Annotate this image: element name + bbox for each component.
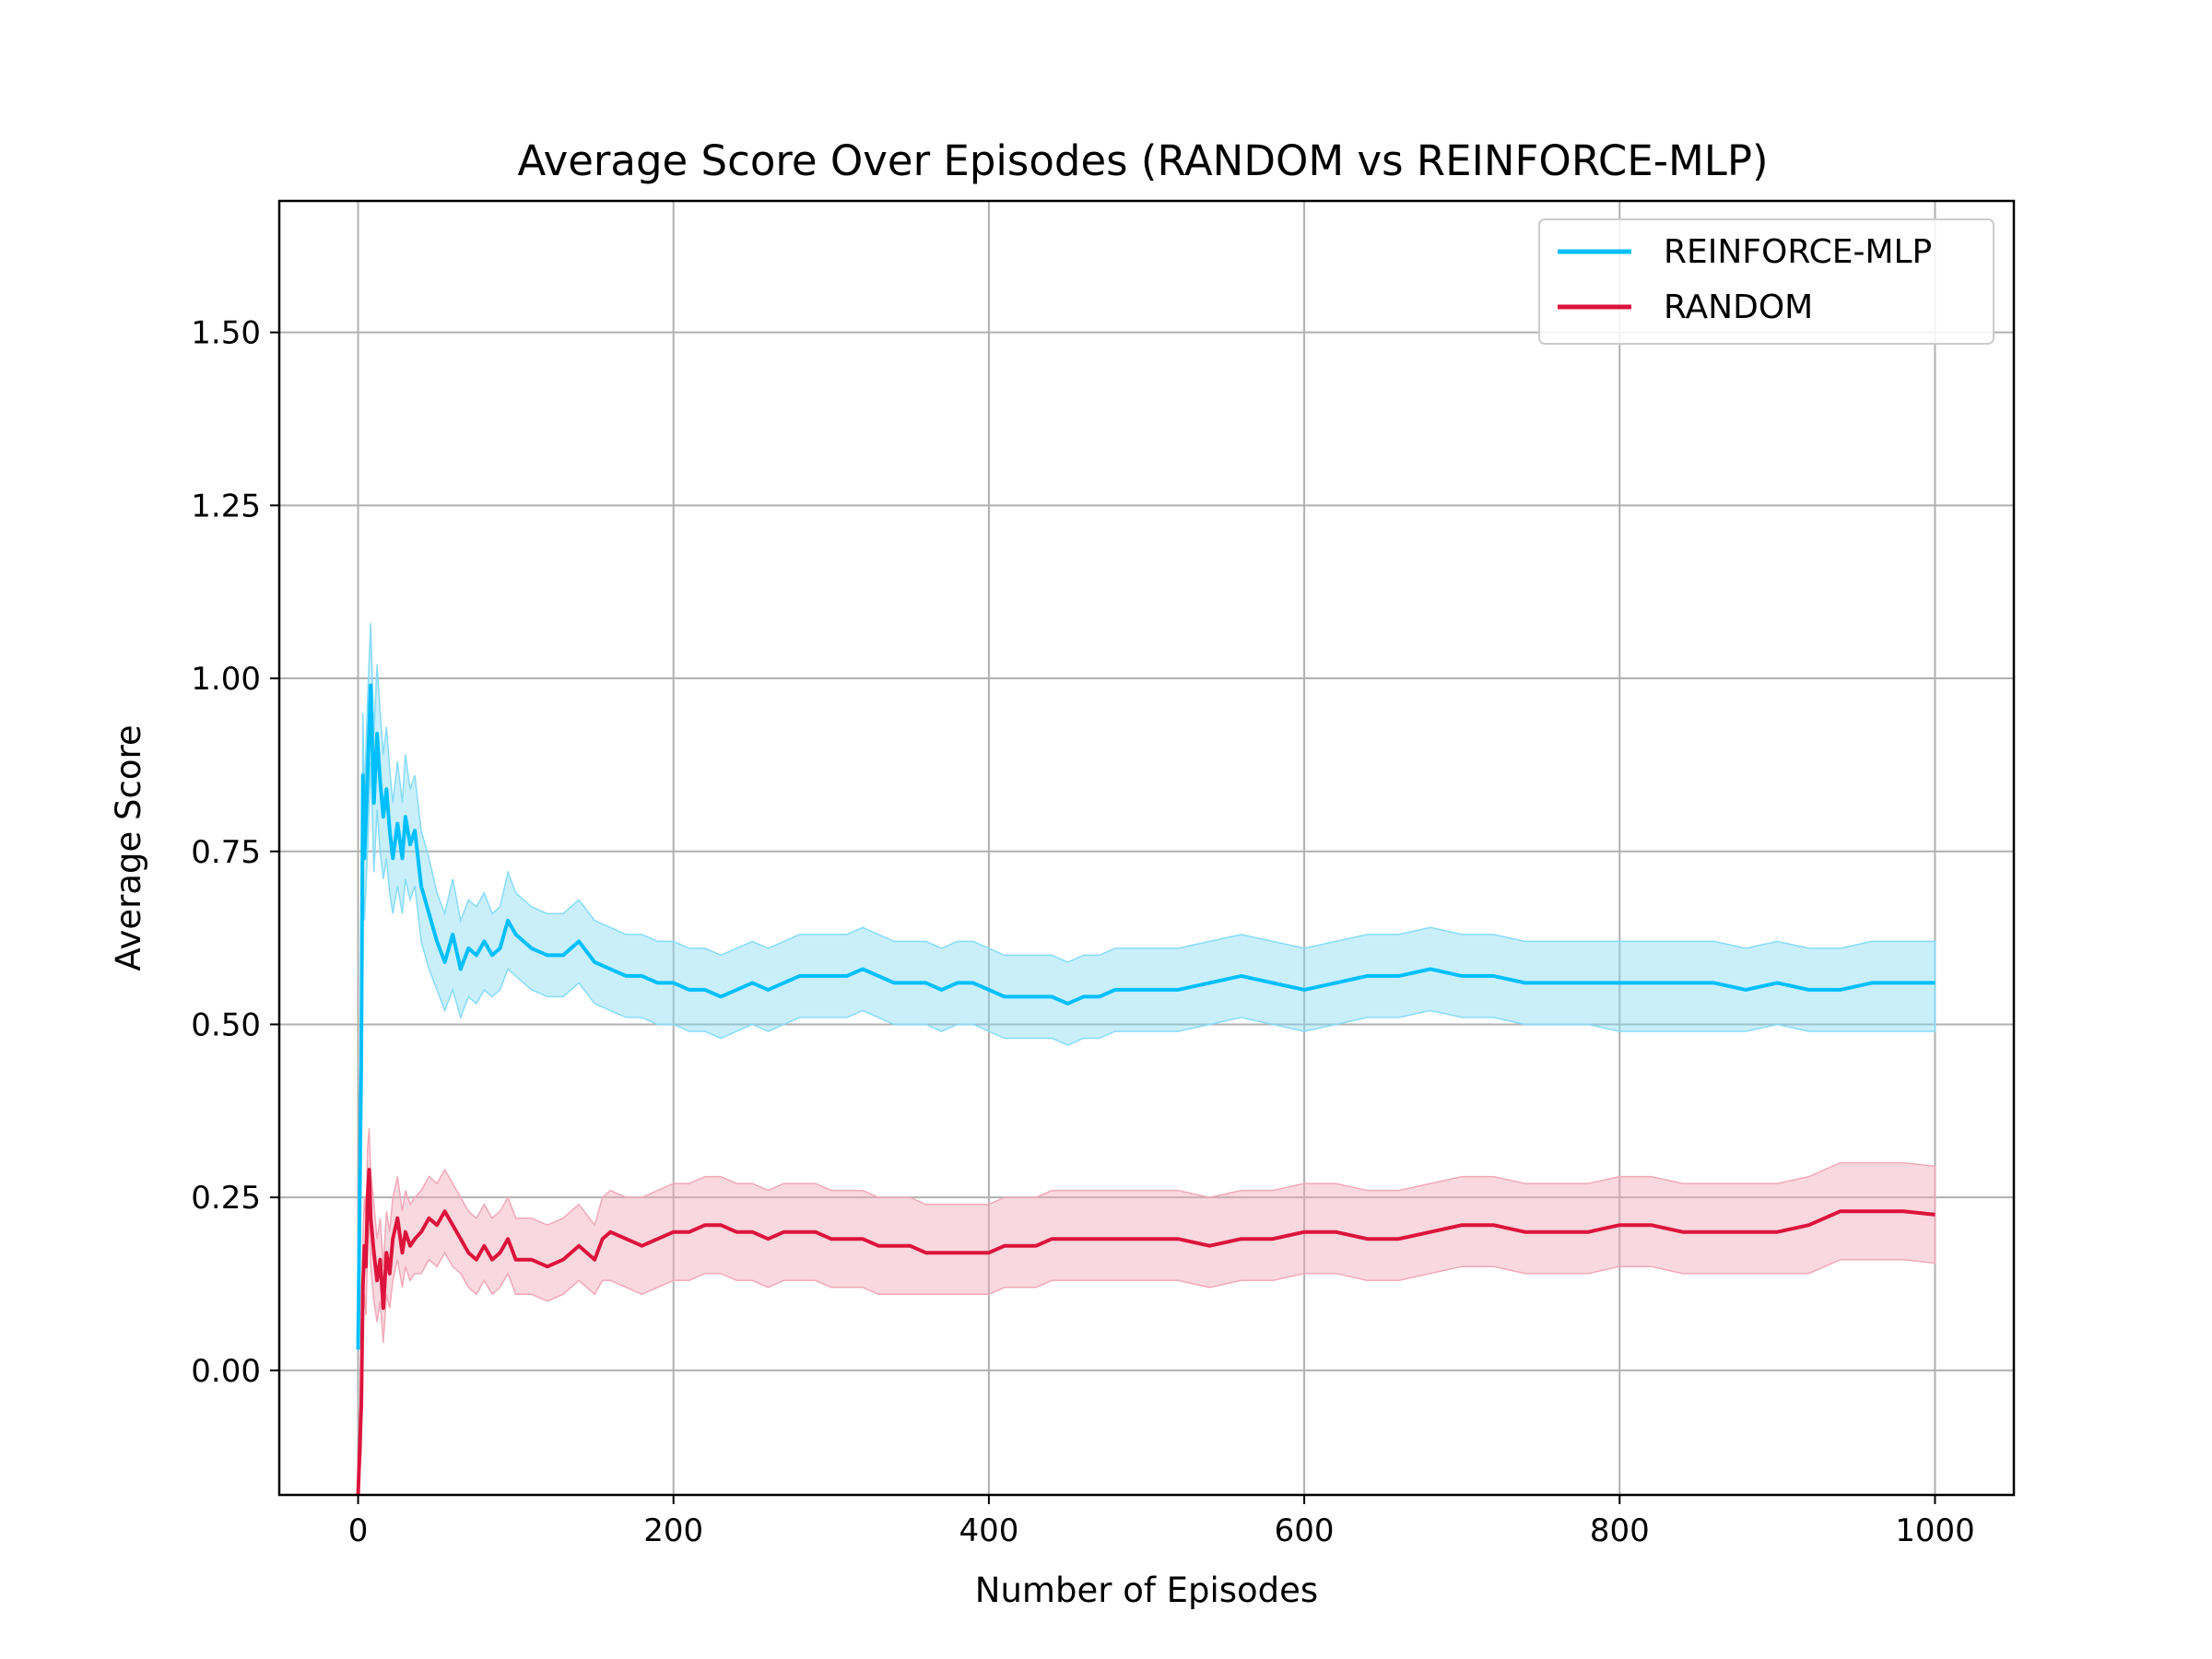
line-random [356,1168,1936,1496]
x-tick-label: 200 [643,1512,703,1549]
y-tick-label: 1.00 [191,661,261,698]
y-axis-ticks: 0.00 0.25 0.50 0.75 1.00 1.25 1.50 [191,315,279,1390]
series-lines [356,683,1936,1496]
y-tick-label: 0.00 [191,1353,261,1390]
y-axis-label: Average Score [109,724,148,971]
y-tick-label: 0.75 [191,834,261,871]
legend-label-reinforce-mlp: REINFORCE-MLP [1664,233,1932,271]
plot-frame [277,199,2016,1497]
confidence-bands [357,622,1936,1496]
x-tick-label: 0 [348,1512,369,1549]
y-tick-label: 1.50 [191,315,261,352]
x-axis-label: Number of Episodes [975,1571,1318,1610]
legend: REINFORCE-MLP RANDOM [1538,218,1994,345]
x-tick-label: 1000 [1895,1512,1975,1549]
y-tick-label: 0.50 [191,1006,261,1043]
x-tick-label: 400 [959,1512,1018,1549]
y-tick-label: 0.25 [191,1180,261,1217]
legend-box [1538,218,1994,345]
x-tick-label: 800 [1590,1512,1650,1549]
line-reinforce-mlp [356,683,1936,1350]
x-tick-label: 600 [1275,1512,1335,1549]
x-axis-ticks: 0 200 400 600 800 1000 [348,1495,1975,1549]
y-tick-label: 1.25 [191,488,261,524]
chart-title: Average Score Over Episodes (RANDOM vs R… [517,136,1768,185]
grid-lines [279,201,2014,1495]
legend-label-random: RANDOM [1664,288,1813,326]
band-reinforce-mlp [357,622,1936,1350]
band-random [357,1128,1936,1496]
